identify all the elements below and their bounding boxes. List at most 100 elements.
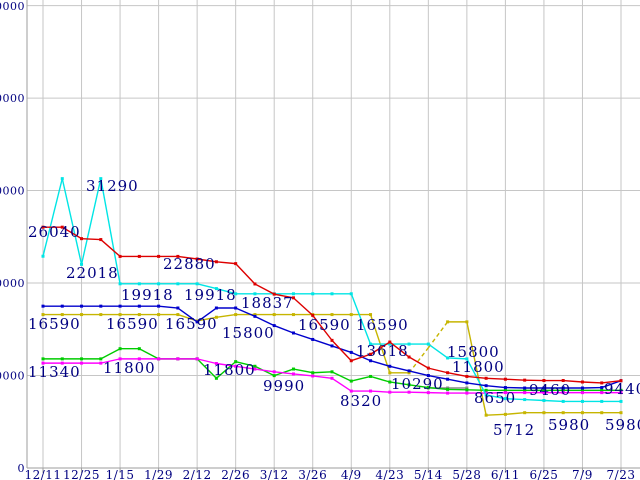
series-cyan-marker xyxy=(118,282,122,286)
series-blue-line xyxy=(158,305,178,309)
series-green-line xyxy=(389,381,410,386)
series-red-line xyxy=(177,255,198,260)
series-green-marker xyxy=(291,367,295,371)
series-magenta-marker xyxy=(60,361,64,365)
series-red-line xyxy=(601,380,622,384)
series-blue-marker xyxy=(176,306,180,310)
series-magenta-line xyxy=(370,390,390,393)
series-green-line xyxy=(293,368,313,374)
series-blue-line xyxy=(428,374,448,380)
y-tick-label: 20000 xyxy=(0,277,25,290)
series-red-marker xyxy=(157,254,161,258)
x-tick-label: 3/26 xyxy=(298,468,327,480)
point-label: 18837 xyxy=(241,294,294,312)
series-red-marker xyxy=(99,238,103,242)
series-blue-line xyxy=(408,370,429,377)
series-magenta-marker xyxy=(291,372,295,376)
series-green-line xyxy=(100,348,121,360)
series-blue-marker xyxy=(291,331,295,335)
series-green-line xyxy=(331,371,352,382)
series-red-marker xyxy=(561,379,565,383)
series-green-marker xyxy=(60,357,64,361)
series-cyan-marker xyxy=(369,342,373,346)
series-red-marker xyxy=(484,376,488,380)
series-green-marker xyxy=(388,380,392,384)
y-tick-label: 40000 xyxy=(0,92,25,105)
series-red-line xyxy=(61,226,82,240)
series-blue-line xyxy=(466,382,487,387)
series-olive-marker xyxy=(234,313,238,317)
series-magenta-line xyxy=(254,368,275,373)
series-green-marker xyxy=(561,388,565,392)
series-magenta-line xyxy=(331,377,352,392)
series-magenta-marker xyxy=(214,361,218,365)
series-cyan-marker xyxy=(99,177,103,181)
series-red-line xyxy=(389,341,410,358)
series-cyan-marker xyxy=(214,287,218,291)
series-blue-line xyxy=(447,378,467,384)
series-magenta-marker xyxy=(542,391,546,395)
series-blue-marker xyxy=(118,304,122,308)
series-cyan-marker xyxy=(465,357,469,361)
series-cyan-line xyxy=(427,343,449,359)
series-blue-line xyxy=(601,380,622,389)
series-cyan-marker xyxy=(484,393,488,397)
point-label: 8320 xyxy=(340,392,382,410)
point-label: 16590 xyxy=(28,315,81,333)
series-olive-marker xyxy=(561,411,565,415)
series-magenta-line xyxy=(274,371,294,375)
series-red-line xyxy=(486,377,506,380)
series-magenta-marker xyxy=(407,390,411,394)
series-green-marker xyxy=(600,388,604,392)
point-label: 8650 xyxy=(474,389,516,407)
series-blue-marker xyxy=(523,386,527,390)
x-tick-label: 4/23 xyxy=(375,468,404,480)
series-green-marker xyxy=(542,388,546,392)
point-label: 11800 xyxy=(203,361,256,379)
series-green-marker xyxy=(272,374,276,378)
series-cyan-line xyxy=(100,178,121,284)
point-label: 26040 xyxy=(28,223,81,241)
series-olive-marker xyxy=(118,313,122,317)
point-label: 11800 xyxy=(103,359,156,377)
series-olive-marker xyxy=(157,313,161,317)
series-cyan-marker xyxy=(330,292,334,296)
series-green-marker xyxy=(214,376,218,380)
series-green-line xyxy=(428,386,448,391)
series-magenta-marker xyxy=(446,391,450,395)
series-red-line xyxy=(235,263,256,285)
x-tick-label: 1/29 xyxy=(144,468,173,480)
series-olive-marker xyxy=(600,411,604,415)
series-cyan-marker xyxy=(291,292,295,296)
point-label: 9440 xyxy=(604,380,640,398)
series-red-marker xyxy=(369,352,373,356)
series-cyan-line xyxy=(505,397,525,401)
series-red-marker xyxy=(580,380,584,384)
series-green-marker xyxy=(484,388,488,392)
series-green-marker xyxy=(407,383,411,387)
series-blue-line xyxy=(235,307,256,317)
series-blue-line xyxy=(370,360,390,367)
series-red-marker xyxy=(41,225,45,229)
series-olive-line xyxy=(466,321,487,416)
series-magenta-marker xyxy=(388,390,392,394)
series-red-marker xyxy=(407,355,411,359)
series-olive-marker xyxy=(349,313,353,317)
series-red-marker xyxy=(60,225,64,229)
series-olive-marker xyxy=(503,412,507,416)
series-olive-marker xyxy=(369,313,373,317)
series-cyan-marker xyxy=(234,292,238,296)
series-cyan-marker xyxy=(41,254,45,258)
series-cyan-marker xyxy=(600,399,604,403)
point-label: 22018 xyxy=(66,264,119,282)
series-magenta-marker xyxy=(619,391,623,395)
series-red-marker xyxy=(446,371,450,375)
series-olive-marker xyxy=(41,313,45,317)
series-magenta-marker xyxy=(426,391,430,395)
series-green-marker xyxy=(253,364,257,368)
series-blue-marker xyxy=(234,306,238,310)
series-green-marker xyxy=(446,387,450,391)
series-cyan-line xyxy=(486,394,506,400)
x-tick-label: 12/25 xyxy=(63,468,100,480)
